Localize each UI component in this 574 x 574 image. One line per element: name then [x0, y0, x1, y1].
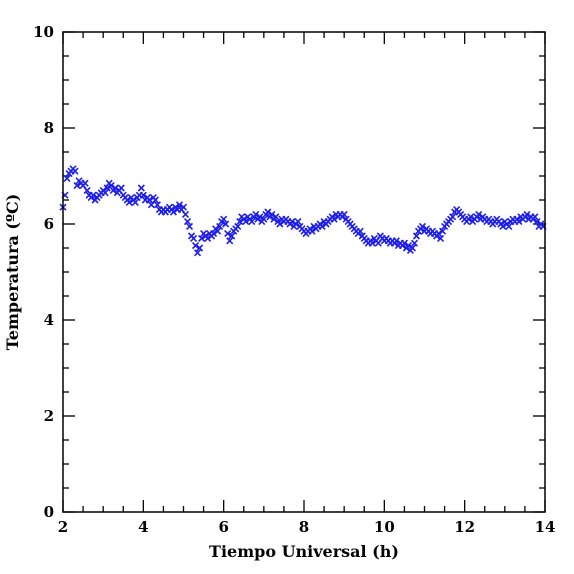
data-point — [210, 230, 218, 238]
data-point — [499, 222, 507, 230]
data-point — [242, 218, 250, 226]
data-point — [276, 220, 284, 228]
x-tick-label: 14 — [535, 518, 556, 536]
data-point — [368, 239, 376, 247]
data-point — [214, 227, 222, 235]
data-point — [125, 198, 133, 206]
y-axis-title: Temperatura (ºC) — [3, 194, 22, 351]
data-point — [107, 182, 115, 190]
data-point — [412, 232, 421, 240]
x-tick-label: 12 — [454, 518, 475, 536]
data-point — [151, 196, 159, 204]
y-tick-label: 2 — [44, 407, 54, 425]
data-point — [145, 196, 153, 204]
data-point — [83, 186, 91, 194]
data-point — [71, 167, 79, 175]
data-point — [228, 232, 236, 240]
data-point — [224, 230, 232, 238]
data-point — [234, 222, 242, 230]
data-point — [169, 208, 178, 216]
data-point — [523, 210, 531, 218]
data-point — [356, 227, 364, 235]
data-point — [330, 215, 338, 223]
data-point — [89, 191, 97, 199]
data-point — [449, 213, 457, 221]
y-tick-label: 10 — [33, 23, 54, 41]
data-point — [256, 213, 264, 221]
data-point — [198, 234, 206, 242]
data-point — [117, 184, 125, 192]
x-axis-title: Tiempo Universal (h) — [209, 542, 399, 561]
data-point — [467, 213, 475, 221]
data-point — [434, 230, 443, 238]
data-point — [226, 237, 234, 245]
data-point — [404, 242, 412, 250]
data-point — [531, 213, 539, 221]
data-point — [103, 184, 111, 192]
data-point — [196, 244, 204, 252]
y-tick-labels: 0 2 4 6 8 10 — [33, 23, 54, 521]
data-point — [439, 227, 447, 235]
data-point — [204, 234, 212, 242]
data-point — [272, 213, 280, 221]
data-point — [216, 222, 224, 230]
data-point — [185, 222, 194, 230]
data-point — [475, 210, 483, 218]
data-point — [137, 184, 145, 192]
data-point — [294, 218, 302, 226]
data-point — [179, 203, 188, 211]
data-point — [101, 189, 109, 197]
data-point — [340, 210, 348, 218]
data-point — [288, 218, 296, 226]
data-point — [183, 218, 192, 226]
y-tick-label: 4 — [44, 311, 54, 329]
data-point — [408, 244, 417, 252]
data-point — [222, 220, 230, 228]
data-point — [193, 249, 202, 257]
x-tick-label: 6 — [218, 518, 228, 536]
data-point — [410, 239, 419, 247]
x-tick-label: 10 — [374, 518, 395, 536]
plot-frame — [62, 31, 546, 513]
y-tick-label: 8 — [44, 119, 54, 137]
data-point — [264, 208, 272, 216]
data-point — [318, 222, 326, 230]
x-tick-label: 4 — [138, 518, 148, 536]
data-point — [181, 210, 190, 218]
data-point — [533, 218, 541, 226]
data-point — [111, 184, 119, 192]
data-point — [252, 210, 260, 218]
data-point — [515, 218, 523, 226]
data-point — [139, 191, 147, 199]
data-point — [189, 234, 198, 242]
data-point — [400, 239, 408, 247]
data-point — [131, 198, 139, 206]
data-point — [220, 215, 228, 223]
data-point — [73, 182, 81, 190]
data-point — [437, 234, 445, 242]
data-point — [505, 222, 513, 230]
x-tick-labels: 2 4 6 8 10 12 14 — [58, 518, 556, 536]
data-point — [63, 174, 71, 182]
x-tick-label: 8 — [299, 518, 309, 536]
data-point — [248, 218, 256, 226]
data-point — [236, 218, 244, 226]
data-point — [418, 222, 427, 230]
data-point — [191, 242, 200, 250]
data-point — [175, 201, 184, 209]
axis-ticks — [62, 31, 546, 513]
x-tick-label: 2 — [58, 518, 68, 536]
y-tick-label: 0 — [44, 503, 54, 521]
data-point — [81, 179, 89, 187]
data-points — [59, 165, 547, 257]
data-point — [153, 201, 161, 209]
data-point — [392, 237, 400, 245]
data-point — [260, 215, 268, 223]
y-tick-label: 6 — [44, 215, 54, 233]
data-point — [268, 210, 276, 218]
data-point — [308, 227, 316, 235]
